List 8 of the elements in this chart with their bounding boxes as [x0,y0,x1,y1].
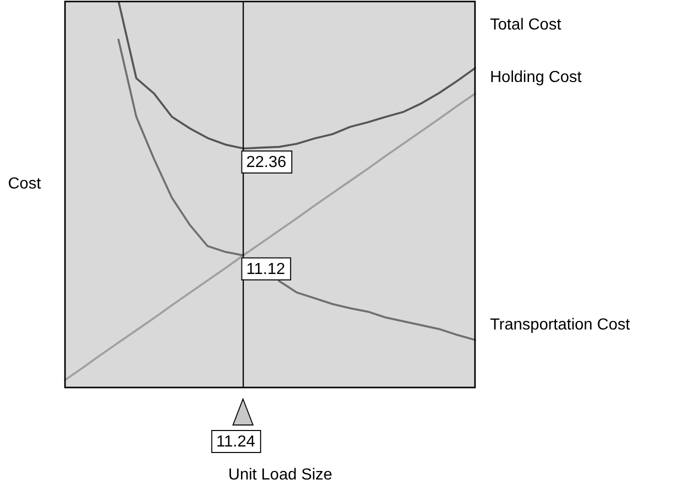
annotation: 11.12 [246,260,286,278]
text: 11.24 [216,433,256,450]
text: Total Cost [490,16,562,34]
x-axis-title: Unit Load Size [228,466,332,484]
series-label: Holding Cost [490,69,582,86]
series-label: Transportation Cost [490,316,630,334]
annotation: 22.36 [246,154,286,171]
y-axis-title: Cost [8,175,42,192]
